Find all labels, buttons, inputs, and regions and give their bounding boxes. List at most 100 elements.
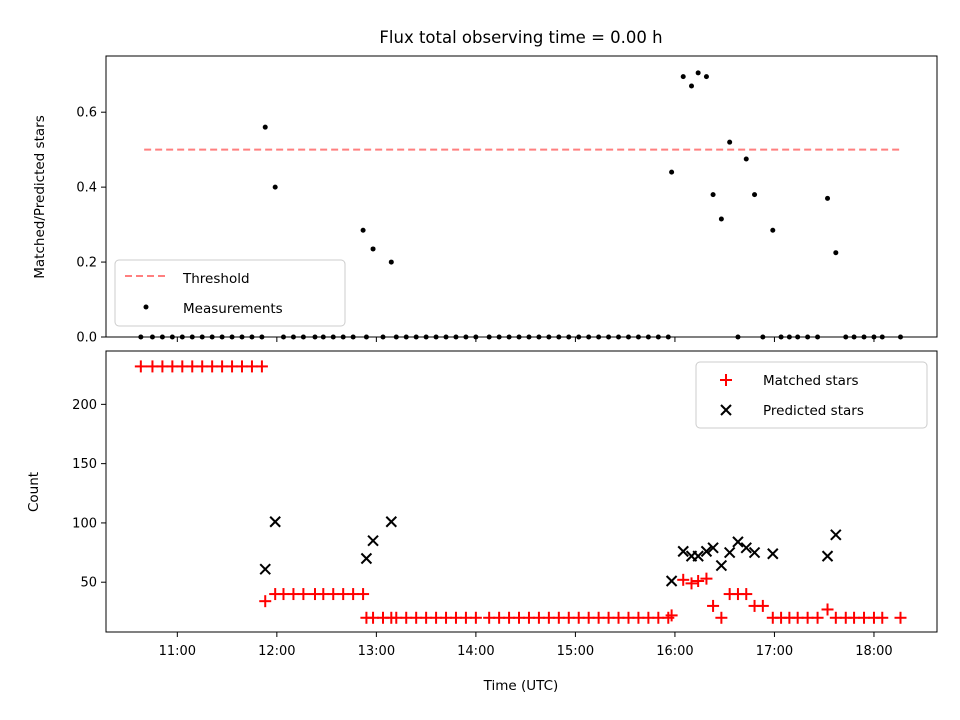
legend-measurements-label: Measurements [183, 301, 283, 317]
bottom-x-tick-label: 11:00 [159, 644, 196, 659]
x-stroke-b [821, 550, 834, 562]
predicted-star-point [677, 545, 689, 558]
x-stroke-b [720, 404, 732, 416]
bottom-x-tick-label: 16:00 [656, 644, 693, 659]
bottom-y-axis-label: Count [26, 472, 42, 512]
measurement-point [743, 156, 749, 162]
measurement-point [360, 227, 366, 233]
top-y-tick-label: 0.4 [76, 181, 97, 196]
measurement-point [703, 74, 709, 80]
matched-star-point [876, 611, 889, 624]
top-y-tick-label: 0.6 [76, 106, 97, 121]
x-stroke-b [707, 542, 719, 554]
measurement-point [262, 124, 268, 130]
x-stroke-b [723, 546, 736, 559]
predicted-star-point [692, 550, 704, 562]
matched-star-point [357, 588, 370, 601]
measurement-point [272, 184, 278, 190]
bottom-y-tick-label: 50 [80, 576, 97, 591]
predicted-star-point [259, 563, 271, 575]
top-legend-frame [114, 259, 346, 327]
predicted-star-point [360, 552, 373, 565]
legend-matched-plus [720, 374, 732, 386]
x-stroke-b [830, 529, 842, 541]
matched-star-point [707, 599, 720, 612]
predicted-star-point [723, 546, 736, 559]
matched-star-point [685, 577, 698, 590]
bottom-x-tick-label: 18:00 [855, 644, 892, 659]
x-stroke-b [715, 559, 728, 572]
measurement-point [833, 250, 839, 256]
bottom-y-tick-label: 150 [72, 457, 97, 472]
matched-star-point [677, 573, 690, 586]
matched-star-point [469, 611, 482, 624]
measurement-point [689, 83, 695, 89]
matched-star-point [756, 599, 769, 612]
top-y-tick-label: 0.0 [76, 331, 97, 346]
predicted-star-point [732, 536, 744, 548]
measurement-point [710, 192, 716, 198]
measurement-point [770, 227, 776, 233]
matched-star-point [715, 611, 728, 624]
predicted-star-point [665, 575, 678, 587]
matched-star-point [740, 588, 753, 601]
legend-predicted-label: Predicted stars [763, 403, 864, 419]
x-stroke-b [700, 545, 713, 558]
matched-star-point [700, 572, 713, 585]
x-stroke-b [360, 552, 373, 565]
x-stroke-b [385, 516, 398, 528]
predicted-star-point [821, 550, 834, 562]
x-stroke-b [269, 516, 281, 528]
x-stroke-b [677, 545, 689, 558]
bottom-plot-frame [105, 350, 938, 633]
matched-star-point [692, 575, 705, 588]
top-y-axis-label: Matched/Predicted stars [32, 115, 48, 278]
measurement-point [669, 169, 675, 175]
top-chart-title: Flux total observing time = 0.00 h [379, 28, 662, 47]
matched-star-point [665, 609, 678, 622]
matched-star-point [134, 360, 147, 373]
predicted-star-point [367, 534, 379, 547]
bottom-x-tick-label: 12:00 [258, 644, 295, 659]
measurement-point [695, 70, 701, 76]
predicted-star-point [715, 559, 728, 572]
x-stroke-b [692, 550, 704, 562]
legend-predicted-x [720, 404, 732, 416]
bottom-x-tick-label: 13:00 [358, 644, 395, 659]
bottom-x-tick-label: 14:00 [457, 644, 494, 659]
matched-star-point [255, 360, 268, 373]
predicted-star-point [740, 542, 752, 554]
x-stroke-b [732, 536, 744, 548]
measurement-point [752, 192, 758, 198]
predicted-star-point [767, 548, 779, 560]
legend-matched-swatch [720, 374, 732, 386]
predicted-star-point [700, 545, 713, 558]
x-stroke-b [767, 548, 779, 560]
predicted-star-point [748, 546, 761, 559]
legend-predicted-swatch [720, 404, 732, 416]
matched-star-point [811, 611, 824, 624]
legend-threshold-label: Threshold [182, 271, 250, 287]
predicted-star-point [269, 516, 281, 528]
bottom-x-tick-label: 17:00 [756, 644, 793, 659]
x-stroke-b [665, 575, 678, 587]
top-plot-frame [105, 55, 938, 338]
bottom-y-tick-label: 200 [72, 398, 97, 413]
x-stroke-b [748, 546, 761, 559]
bottom-legend-frame [695, 361, 928, 429]
x-axis-label: Time (UTC) [483, 678, 559, 694]
legend-measurements-swatch [143, 304, 149, 310]
measurement-point [388, 259, 394, 265]
matched-star-point [821, 603, 834, 616]
top-y-tick-label: 0.2 [76, 256, 97, 271]
x-stroke-b [740, 542, 752, 554]
x-stroke-b [259, 563, 271, 575]
top-legend: Threshold Measurements [114, 259, 346, 327]
matched-star-point [259, 595, 272, 608]
legend-matched-label: Matched stars [763, 373, 859, 389]
x-stroke-b [367, 534, 379, 547]
predicted-star-point [830, 529, 842, 541]
measurement-point [718, 216, 724, 222]
measurement-point [825, 195, 831, 201]
